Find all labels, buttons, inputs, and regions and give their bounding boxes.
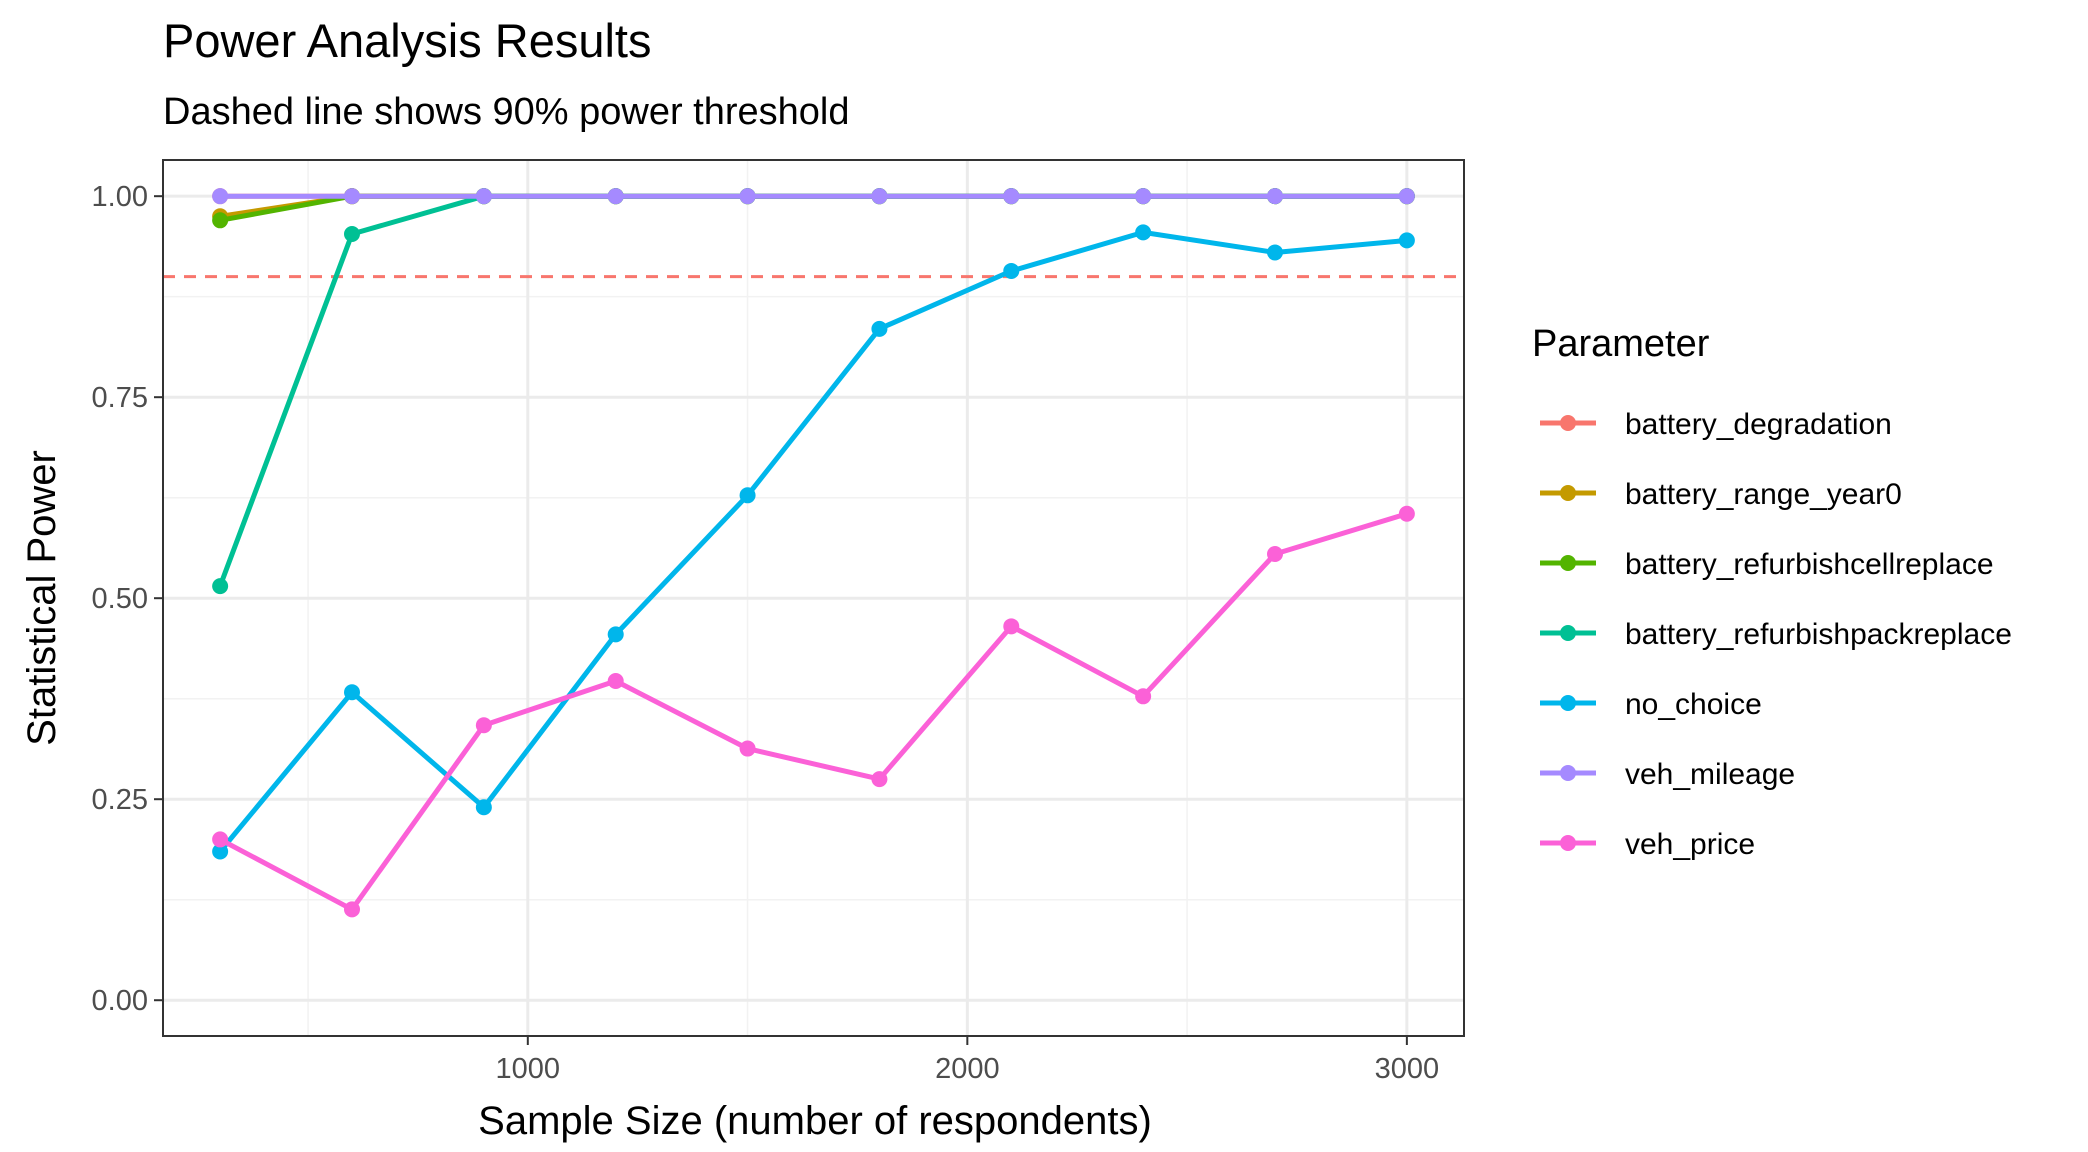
data-point-veh_mileage (739, 188, 756, 205)
legend-item-battery_refurbishcellreplace: battery_refurbishcellreplace (1540, 548, 1994, 581)
y-tick-label: 0.75 (92, 382, 148, 414)
data-point-no_choice (1267, 244, 1284, 261)
legend-key-point (1560, 485, 1576, 501)
legend-item-battery_range_year0: battery_range_year0 (1540, 478, 1902, 511)
legend-key-point (1560, 625, 1576, 641)
grid-layer (163, 160, 1464, 1036)
legend-label: veh_mileage (1625, 758, 1795, 791)
chart-title: Power Analysis Results (163, 14, 651, 67)
series-no_choice (212, 224, 1415, 860)
legend-label: battery_degradation (1625, 408, 1892, 441)
legend-item-veh_mileage: veh_mileage (1540, 758, 1795, 791)
series-veh_price (212, 505, 1415, 918)
data-point-veh_mileage (212, 188, 229, 205)
legend-label: veh_price (1625, 828, 1755, 861)
data-point-battery_refurbishpackreplace (343, 225, 360, 242)
legend-item-no_choice: no_choice (1540, 688, 1762, 721)
data-point-no_choice (1398, 232, 1415, 249)
data-point-no_choice (475, 799, 492, 816)
data-point-veh_mileage (1267, 188, 1284, 205)
data-point-veh_price (1135, 688, 1152, 705)
data-point-veh_price (739, 740, 756, 757)
data-point-veh_price (212, 831, 229, 848)
legend-label: battery_refurbishpackreplace (1625, 618, 2012, 651)
legend-label: battery_range_year0 (1625, 478, 1902, 511)
data-point-veh_price (607, 673, 624, 690)
y-tick-label: 0.50 (92, 583, 148, 615)
data-point-battery_refurbishcellreplace (212, 212, 229, 229)
legend-key-point (1560, 835, 1576, 851)
data-point-veh_mileage (1003, 188, 1020, 205)
legend-key-point (1560, 415, 1576, 431)
data-point-no_choice (212, 843, 229, 860)
data-point-veh_mileage (1398, 188, 1415, 205)
data-point-veh_price (1003, 618, 1020, 635)
data-point-no_choice (871, 320, 888, 337)
data-point-no_choice (1003, 262, 1020, 279)
chart-subtitle: Dashed line shows 90% power threshold (163, 91, 850, 133)
series-line-veh_price (218, 511, 1408, 912)
legend: Parameter battery_degradation battery_ran… (1532, 323, 2012, 861)
x-tick-label: 2000 (935, 1053, 1000, 1085)
data-point-veh_price (343, 901, 360, 918)
data-point-veh_price (1398, 505, 1415, 522)
data-point-no_choice (343, 684, 360, 701)
y-tick-label: 1.00 (92, 181, 148, 213)
data-point-no_choice (739, 487, 756, 504)
legend-item-battery_degradation: battery_degradation (1540, 408, 1892, 441)
x-axis-title: Sample Size (number of respondents) (478, 1099, 1152, 1143)
data-point-veh_mileage (343, 188, 360, 205)
y-axis-title: Statistical Power (20, 450, 64, 746)
x-tick-label: 3000 (1375, 1053, 1440, 1085)
x-tick-label: 1000 (496, 1053, 561, 1085)
axis-layer: 1000 2000 3000 0.00 0.25 0.50 0.75 1.00 (92, 181, 1440, 1085)
y-tick-label: 0.00 (92, 985, 148, 1017)
data-point-no_choice (1135, 224, 1152, 241)
series-layer (212, 188, 1415, 918)
data-point-veh_mileage (475, 188, 492, 205)
legend-label: battery_refurbishcellreplace (1625, 548, 1994, 581)
data-point-veh_price (1267, 545, 1284, 562)
y-tick-label: 0.25 (92, 784, 148, 816)
legend-key-point (1560, 765, 1576, 781)
data-point-veh_price (871, 771, 888, 788)
data-point-no_choice (607, 626, 624, 643)
legend-item-battery_refurbishpackreplace: battery_refurbishpackreplace (1540, 618, 2012, 651)
data-point-veh_price (475, 717, 492, 734)
legend-item-veh_price: veh_price (1540, 828, 1755, 861)
data-point-veh_mileage (871, 188, 888, 205)
data-point-veh_mileage (607, 188, 624, 205)
series-veh_mileage (212, 188, 1415, 205)
legend-label: no_choice (1625, 688, 1762, 721)
data-point-veh_mileage (1135, 188, 1152, 205)
series-line-no_choice (218, 229, 1408, 854)
data-point-battery_refurbishpackreplace (212, 578, 229, 595)
legend-title: Parameter (1532, 323, 1710, 365)
legend-key-point (1560, 695, 1576, 711)
legend-key-point (1560, 555, 1576, 571)
